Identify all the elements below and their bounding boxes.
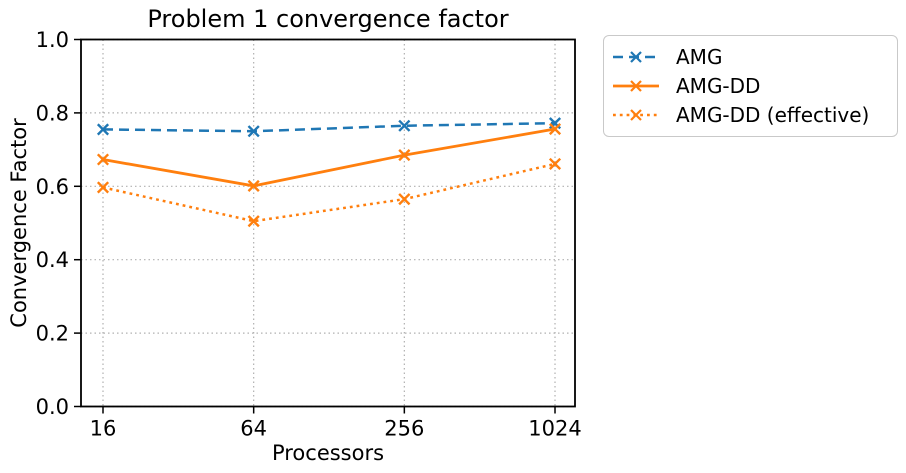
legend-label: AMG-DD — [676, 73, 761, 98]
series-amg-dd — [96, 122, 562, 192]
legend-line-sample — [613, 80, 659, 92]
series-line — [102, 127, 556, 188]
x-tick-label: 256 — [384, 417, 424, 441]
x-marker — [96, 181, 110, 194]
y-tick-label: 0.8 — [36, 101, 69, 125]
legend-item: AMG-DD (effective) — [612, 101, 889, 129]
y-tick-label: 0.2 — [36, 322, 69, 346]
gridlines — [81, 38, 575, 408]
x-marker — [96, 153, 110, 166]
x-marker — [247, 179, 260, 192]
y-axis-label: Convergence Factor — [7, 118, 31, 328]
legend-label: AMG — [676, 44, 723, 69]
series-line — [102, 121, 556, 133]
x-marker-icon — [630, 80, 642, 92]
x-marker — [548, 122, 562, 136]
axes-box — [80, 38, 576, 408]
legend: AMG AMG-DD AMG-DD (effective) — [603, 35, 898, 137]
legend-item: AMG-DD — [612, 72, 889, 100]
x-axis-label: Processors — [271, 441, 385, 465]
legend-item: AMG — [612, 43, 889, 71]
ticks — [74, 38, 556, 414]
y-tick-label: 0.4 — [36, 248, 69, 272]
x-marker-icon — [630, 50, 642, 63]
x-tick-label: 16 — [90, 417, 117, 441]
series-amg-dd-effective — [96, 157, 562, 228]
legend-label: AMG-DD (effective) — [676, 103, 870, 128]
x-marker-icon — [630, 109, 642, 122]
chart-title: Problem 1 convergence factor — [147, 5, 509, 33]
tick-labels: 0.0 0.2 0.4 0.6 0.8 1.0 16 64 256 1024 — [36, 28, 582, 441]
x-marker — [247, 215, 260, 228]
y-tick-label: 0.0 — [36, 395, 69, 419]
x-marker — [398, 149, 411, 162]
y-tick-label: 1.0 — [36, 28, 69, 52]
y-tick-label: 0.6 — [36, 175, 69, 199]
legend-line-sample — [613, 109, 659, 122]
legend-line-sample — [613, 50, 659, 63]
x-marker — [548, 157, 562, 170]
x-tick-label: 64 — [240, 417, 267, 441]
x-marker — [247, 125, 260, 138]
x-marker — [398, 193, 411, 206]
x-tick-label: 1024 — [528, 417, 581, 441]
x-marker — [398, 119, 411, 132]
x-marker — [96, 123, 110, 136]
series-amg — [96, 117, 562, 138]
series-line — [102, 162, 556, 223]
